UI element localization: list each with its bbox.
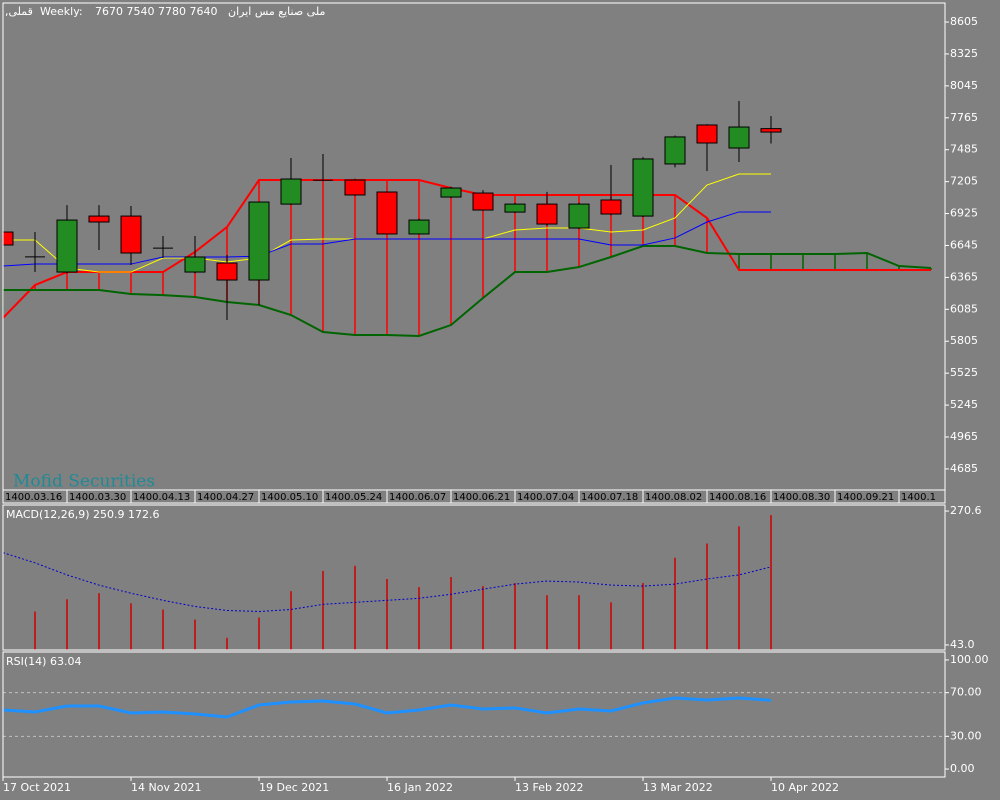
indicator-title: RSI(14) 63.04 <box>6 655 81 668</box>
inner-date-label: 1400.04.13 <box>133 492 190 503</box>
candle-body <box>760 128 782 133</box>
candle-body <box>184 256 206 273</box>
candle-body <box>568 203 590 229</box>
inner-date-label: 1400.04.27 <box>197 492 254 503</box>
candle-body <box>216 262 238 281</box>
y-tick-label: 6085 <box>950 302 978 315</box>
y-tick-label: 270.6 <box>950 504 982 517</box>
candle-body <box>376 191 398 235</box>
candle-body <box>408 219 430 235</box>
y-tick-label: 8325 <box>950 47 978 60</box>
y-tick-label: 4685 <box>950 462 978 475</box>
candle-body <box>440 187 462 198</box>
candle-body <box>280 178 302 205</box>
inner-date-label: 1400.1 <box>901 492 936 503</box>
candle-body <box>88 215 110 223</box>
y-tick-label: 7485 <box>950 143 978 156</box>
candle-body <box>56 219 78 273</box>
x-tick-label: 13 Feb 2022 <box>515 781 583 794</box>
y-tick-label: 7205 <box>950 175 978 188</box>
candle-body <box>248 201 270 281</box>
plot <box>3 692 945 737</box>
inner-date-label: 1400.03.16 <box>5 492 62 503</box>
candle-body <box>728 126 750 149</box>
candle-body <box>664 136 686 165</box>
x-tick-label: 14 Nov 2021 <box>131 781 201 794</box>
y-tick-label: 30.00 <box>950 729 982 742</box>
panel-border <box>2 504 946 651</box>
y-tick-label: 5525 <box>950 366 978 379</box>
indicator-title: MACD(12,26,9) 250.9 172.6 <box>6 508 160 521</box>
y-tick-label: 5245 <box>950 398 978 411</box>
chart-title: Weekly: <box>40 5 83 18</box>
inner-date-label: 1400.05.10 <box>261 492 318 503</box>
inner-date-label: 1400.07.18 <box>581 492 638 503</box>
x-tick-label: 19 Dec 2021 <box>259 781 329 794</box>
candle-body <box>344 179 366 196</box>
y-tick-label: 43.0 <box>950 638 975 651</box>
plot <box>3 101 932 337</box>
inner-date-label: 1400.08.16 <box>709 492 766 503</box>
plot <box>3 515 772 650</box>
inner-date-label: 1400.06.07 <box>389 492 446 503</box>
x-tick-label: 17 Oct 2021 <box>3 781 71 794</box>
cloud-line <box>3 179 931 319</box>
y-tick-label: 0.00 <box>950 762 975 775</box>
cloud-line <box>3 245 932 337</box>
candle-body <box>472 192 494 211</box>
candle-body <box>600 199 622 215</box>
inner-date-label: 1400.08.02 <box>645 492 702 503</box>
panel-border <box>2 2 946 504</box>
y-tick-label: 8605 <box>950 15 978 28</box>
candle-body <box>536 203 558 225</box>
candle-body <box>3 231 14 246</box>
y-tick-label: 70.00 <box>950 686 982 699</box>
watermark: Mofid Securities <box>13 472 155 492</box>
chart-title: قملی, <box>5 5 33 18</box>
inner-date-label: 1400.08.30 <box>773 492 830 503</box>
inner-date-label: 1400.06.21 <box>453 492 510 503</box>
candle-body <box>632 158 654 217</box>
candle-body <box>120 215 142 254</box>
x-tick-label: 16 Jan 2022 <box>387 781 453 794</box>
y-tick-label: 6925 <box>950 207 978 220</box>
inner-date-label: 1400.03.30 <box>69 492 126 503</box>
chart-title: ملی صنایع مس ایران <box>228 5 325 18</box>
y-tick-label: 6645 <box>950 238 978 251</box>
y-tick-label: 4965 <box>950 430 978 443</box>
y-tick-label: 5805 <box>950 334 978 347</box>
candle-body <box>504 203 526 213</box>
candle-body <box>696 124 718 144</box>
inner-date-label: 1400.09.21 <box>837 492 894 503</box>
signal-line <box>3 552 772 612</box>
rsi-line <box>3 696 772 719</box>
y-tick-label: 100.00 <box>950 653 989 666</box>
y-tick-label: 7765 <box>950 111 978 124</box>
inner-date-label: 1400.05.24 <box>325 492 382 503</box>
y-tick-label: 6365 <box>950 270 978 283</box>
panel-border <box>2 651 946 778</box>
chart-title: 7670 7540 7780 7640 <box>95 5 217 18</box>
y-tick-label: 8045 <box>950 79 978 92</box>
inner-date-label: 1400.07.04 <box>517 492 574 503</box>
x-tick-label: 10 Apr 2022 <box>771 781 839 794</box>
x-tick-label: 13 Mar 2022 <box>643 781 713 794</box>
